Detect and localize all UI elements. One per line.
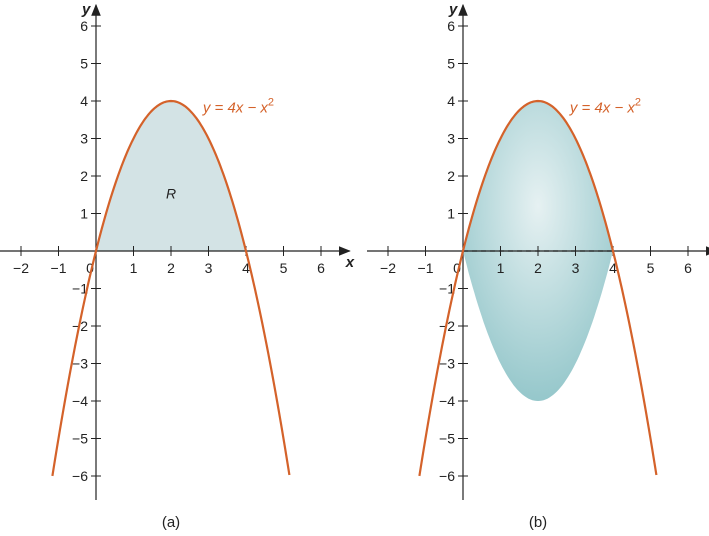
x-tick-label: −1 bbox=[418, 260, 434, 276]
y-tick-label: −4 bbox=[439, 393, 455, 409]
y-axis-label: y bbox=[81, 1, 91, 18]
y-tick-label: 6 bbox=[80, 18, 88, 34]
y-tick-label: −5 bbox=[439, 431, 455, 447]
x-axis-label: x bbox=[345, 254, 355, 271]
y-tick-label: −1 bbox=[439, 281, 455, 297]
y-tick-label: 3 bbox=[447, 131, 455, 147]
x-tick-label: 2 bbox=[534, 260, 542, 276]
y-tick-label: 6 bbox=[447, 18, 455, 34]
y-tick-label: −3 bbox=[72, 356, 88, 372]
y-tick-label: −5 bbox=[72, 431, 88, 447]
x-tick-label: 6 bbox=[317, 260, 325, 276]
x-tick-label: 1 bbox=[130, 260, 138, 276]
y-tick-label: 2 bbox=[80, 168, 88, 184]
x-tick-label: 0 bbox=[453, 260, 461, 276]
x-tick-label: 4 bbox=[609, 260, 617, 276]
x-tick-label: 3 bbox=[572, 260, 580, 276]
function-label: y = 4x − x2 bbox=[202, 96, 274, 116]
panel-caption: (b) bbox=[529, 514, 547, 531]
y-tick-label: 5 bbox=[447, 56, 455, 72]
y-tick-label: −4 bbox=[72, 393, 88, 409]
x-tick-label: −2 bbox=[380, 260, 396, 276]
function-label: y = 4x − x2 bbox=[569, 96, 641, 116]
y-tick-label: −6 bbox=[439, 468, 455, 484]
x-tick-label: 4 bbox=[242, 260, 250, 276]
x-tick-label: 5 bbox=[647, 260, 655, 276]
y-tick-label: 4 bbox=[80, 93, 88, 109]
y-tick-label: 1 bbox=[80, 206, 88, 222]
x-tick-label: −1 bbox=[51, 260, 67, 276]
x-tick-label: −2 bbox=[13, 260, 29, 276]
x-tick-label: 2 bbox=[167, 260, 175, 276]
y-tick-label: −1 bbox=[72, 281, 88, 297]
y-tick-label: 3 bbox=[80, 131, 88, 147]
y-tick-label: −6 bbox=[72, 468, 88, 484]
region-label: R bbox=[166, 186, 176, 202]
x-tick-label: 3 bbox=[205, 260, 213, 276]
x-tick-label: 5 bbox=[280, 260, 288, 276]
parabola-curve bbox=[51, 99, 291, 477]
panel-caption: (a) bbox=[162, 514, 180, 531]
y-tick-label: 2 bbox=[447, 168, 455, 184]
y-tick-label: 4 bbox=[447, 93, 455, 109]
y-tick-label: −3 bbox=[439, 356, 455, 372]
y-axis-label: y bbox=[448, 1, 458, 18]
x-tick-label: 6 bbox=[684, 260, 692, 276]
y-tick-label: 5 bbox=[80, 56, 88, 72]
parabola-curve bbox=[418, 99, 658, 477]
y-tick-label: 1 bbox=[447, 206, 455, 222]
x-tick-label: 1 bbox=[497, 260, 505, 276]
x-tick-label: 0 bbox=[86, 260, 94, 276]
